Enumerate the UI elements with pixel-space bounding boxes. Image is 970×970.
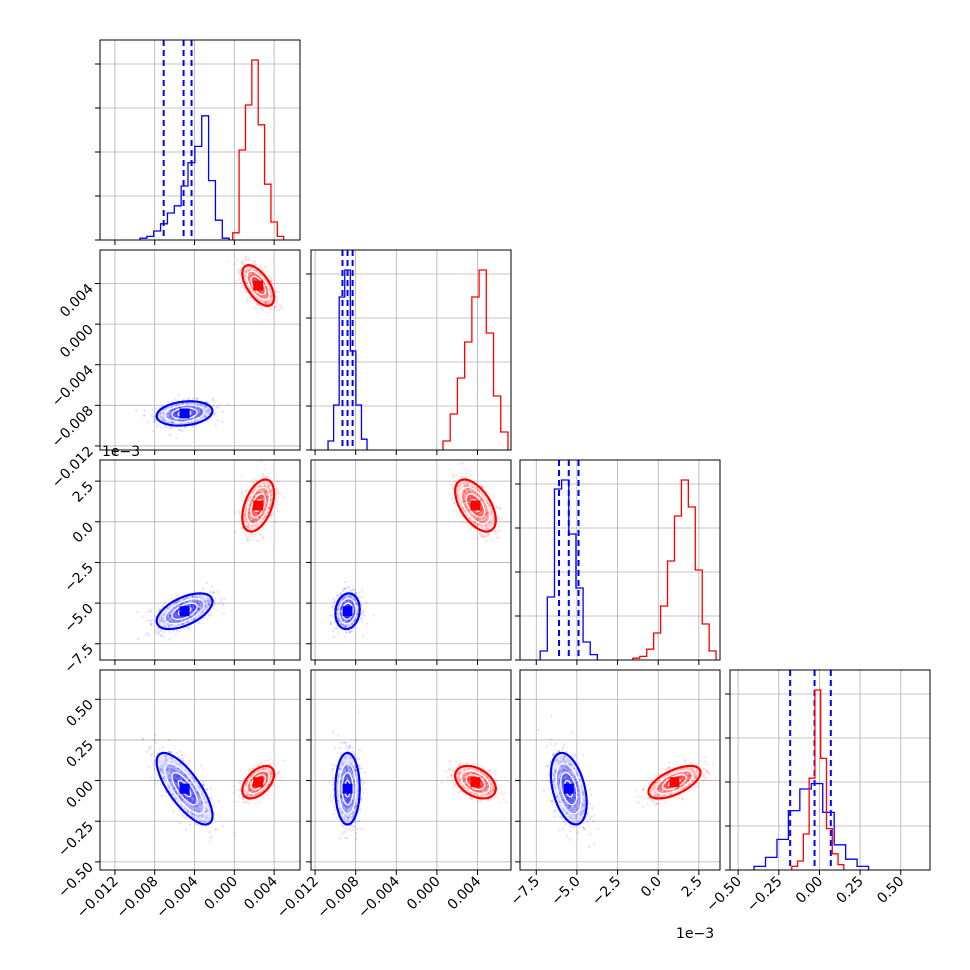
x-tick-label: −0.012: [274, 874, 322, 922]
panel-2-0: [136, 460, 286, 640]
panel-frame: [310, 249, 512, 451]
y-tick-label: −7.5: [61, 641, 96, 676]
panel-frame: [99, 669, 301, 871]
contour-outline-blue: [334, 751, 361, 826]
x-tick-label: 0.0: [638, 874, 665, 901]
density-peak-red: [253, 500, 264, 511]
panel-3-2: [537, 715, 718, 848]
contour-outline-blue: [155, 592, 214, 631]
x-tick-label: −0.25: [744, 874, 786, 916]
y-tick-label: 2.5: [70, 479, 97, 506]
x-tick-label: 0.25: [834, 874, 867, 907]
contour-outline-red: [454, 478, 497, 533]
contour-outline-blue: [155, 751, 214, 826]
panel-1-0: [134, 255, 283, 440]
panel-frame: [519, 459, 721, 661]
x-tick-label: 0.00: [793, 874, 826, 907]
panel-frame: [310, 669, 512, 871]
y-tick-label: 0.50: [63, 697, 96, 730]
histogram-red: [632, 479, 717, 660]
y-tick-label: −0.008: [49, 403, 97, 451]
y-offset-label: 1e−3: [102, 444, 140, 460]
panel-frame: [99, 459, 301, 661]
density-peak-red: [253, 777, 264, 788]
histogram-red: [232, 59, 285, 240]
panel-frame: [99, 39, 301, 241]
y-tick-label: −5.0: [61, 601, 96, 636]
contour-outline-red: [454, 764, 497, 800]
histogram-red: [442, 269, 509, 450]
x-tick-label: −0.008: [114, 874, 162, 922]
panel-3-1: [328, 710, 508, 840]
y-tick-label: 0.0: [70, 519, 97, 546]
x-tick-label: −0.008: [315, 874, 363, 922]
histogram-blue: [539, 479, 599, 660]
x-tick-label: 0.004: [241, 873, 281, 913]
x-offset-label: 1e−3: [676, 926, 714, 942]
density-peak-blue: [179, 408, 190, 419]
panel-1-1: [327, 250, 509, 450]
panel-frame: [729, 669, 931, 871]
contour-outline-red: [241, 264, 276, 307]
x-tick-label: −0.004: [355, 873, 403, 921]
density-peak-blue: [342, 606, 353, 617]
y-tick-label: 0.00: [63, 778, 96, 811]
y-tick-label: −0.25: [55, 819, 97, 861]
histogram-red: [791, 689, 845, 870]
panel-frame: [310, 459, 512, 661]
x-tick-label: 2.5: [679, 874, 706, 901]
contour-outline-red: [241, 478, 276, 533]
contour-outline-blue: [155, 400, 214, 427]
density-peak-blue: [342, 783, 353, 794]
panel-2-1: [329, 462, 503, 639]
contour-outline-red: [647, 764, 702, 800]
x-tick-label: −2.5: [589, 874, 624, 909]
density-peak-red: [669, 777, 680, 788]
x-tick-label: 0.000: [404, 874, 444, 914]
y-tick-label: −2.5: [61, 560, 96, 595]
density-peak-blue: [179, 783, 190, 794]
y-tick-label: −0.004: [49, 362, 97, 410]
density-peak-blue: [179, 606, 190, 617]
x-tick-label: 0.004: [445, 873, 485, 913]
x-tick-label: 0.000: [201, 874, 241, 914]
histogram-blue: [753, 782, 870, 870]
x-tick-label: −0.50: [703, 874, 745, 916]
density-peak-red: [470, 500, 481, 511]
panel-frame: [519, 669, 721, 871]
panel-3-3: [753, 670, 870, 870]
panel-3-0: [141, 733, 286, 843]
density-peak-red: [253, 280, 264, 291]
contour-outline-blue: [334, 592, 361, 631]
contour-outline-red: [241, 764, 276, 800]
panel-2-2: [539, 460, 717, 660]
panel-0-0: [139, 40, 285, 240]
density-peak-red: [470, 777, 481, 788]
y-tick-label: 0.004: [57, 281, 97, 321]
x-tick-label: −5.0: [548, 874, 583, 909]
contour-outline-blue: [549, 751, 588, 826]
x-tick-label: −0.004: [153, 873, 201, 921]
panel-frame: [99, 249, 301, 451]
y-tick-label: 0.25: [63, 737, 96, 770]
x-tick-label: −7.5: [508, 874, 543, 909]
density-peak-blue: [563, 783, 574, 794]
x-tick-label: 0.50: [874, 874, 907, 907]
y-tick-label: 0.000: [57, 322, 97, 362]
